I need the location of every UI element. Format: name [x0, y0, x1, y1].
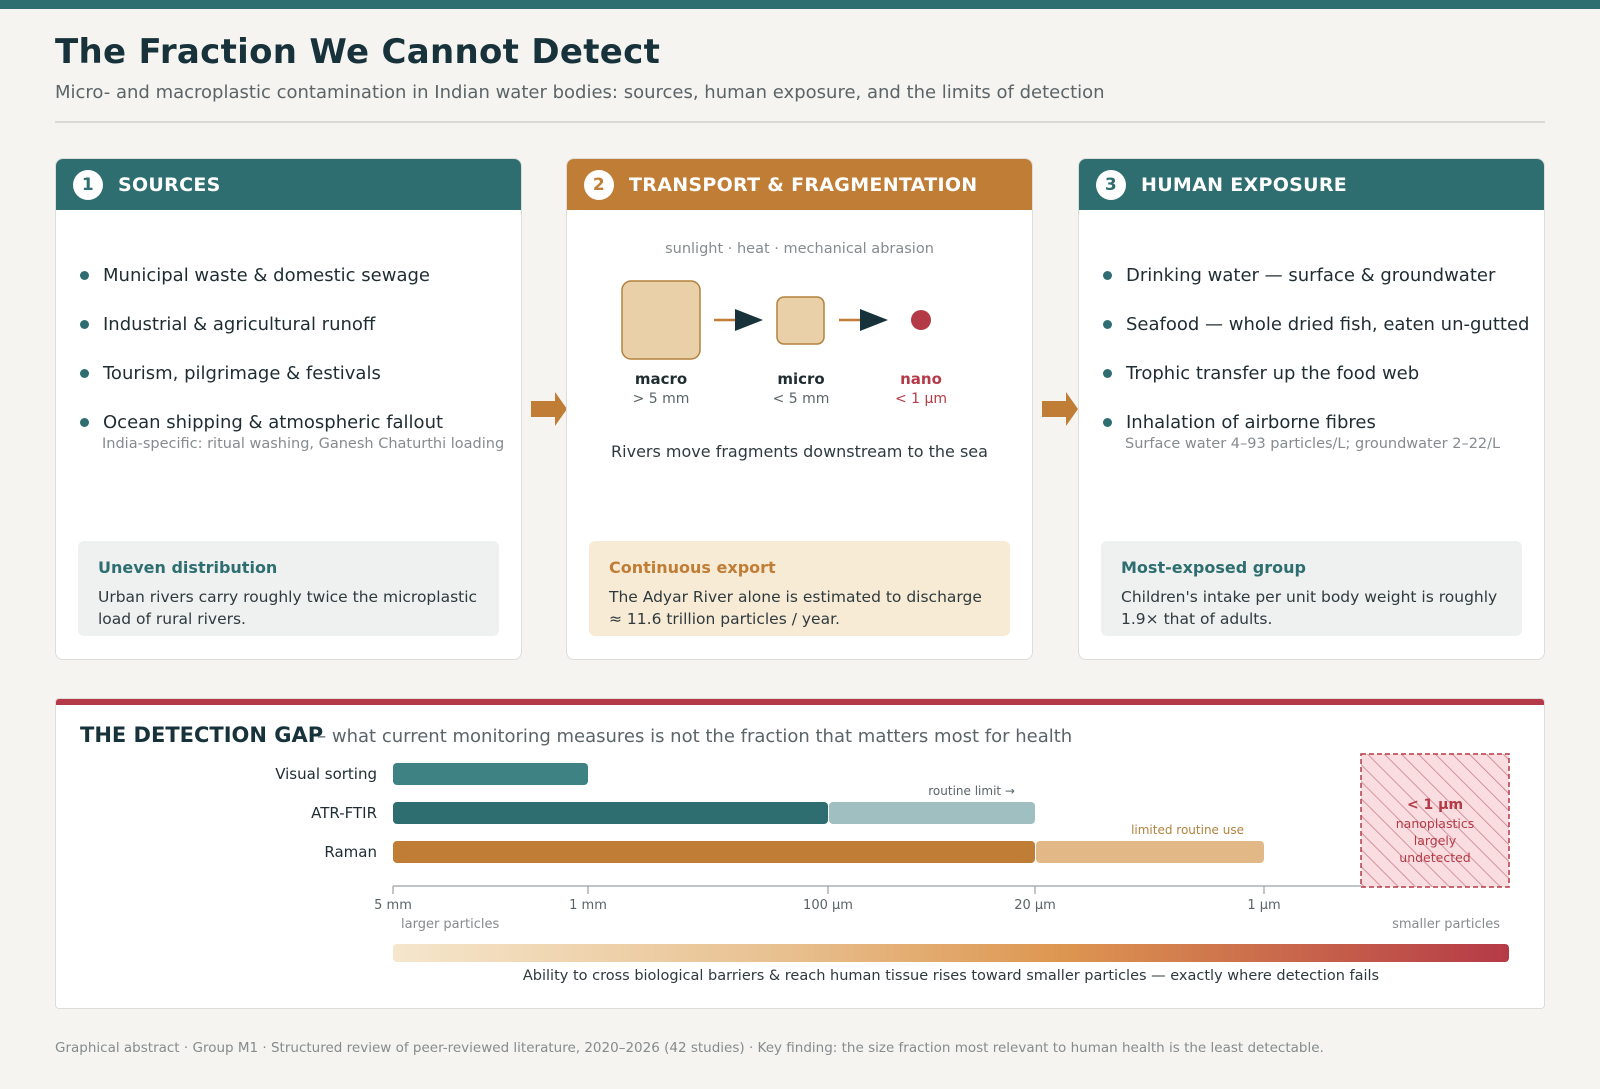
step-number-1: 1 — [73, 169, 103, 200]
extended-range-bar — [829, 802, 1035, 824]
sources-callout: Uneven distribution Urban rivers carry r… — [78, 541, 499, 636]
sources-note: India-specific: ritual washing, Ganesh C… — [102, 436, 505, 452]
bullet-icon — [80, 369, 89, 378]
bullet-icon — [1103, 369, 1112, 378]
gradient-caption: Ability to cross biological barriers & r… — [523, 968, 1379, 984]
nano-particle-icon — [911, 310, 931, 330]
method-label: Raman — [324, 843, 377, 861]
nano-label: nano < 1 µm — [894, 370, 948, 407]
smaller-particles-label: smaller particles — [1392, 917, 1500, 932]
callout-title: Uneven distribution — [98, 558, 278, 577]
axis-tick-label: 20 µm — [1014, 898, 1056, 913]
nano-zone-line3: largely — [1414, 833, 1457, 848]
header-divider — [55, 121, 1545, 123]
list-item: Inhalation of airborne fibres — [1103, 398, 1529, 447]
exposure-card: 3 HUMAN EXPOSURE Drinking water — surfac… — [1078, 158, 1545, 660]
callout-text: Urban rivers carry roughly twice the mic… — [98, 588, 478, 628]
axis-tick-label: 1 mm — [569, 898, 607, 913]
list-item: Ocean shipping & atmospheric fallout — [80, 398, 443, 447]
list-item: Seafood — whole dried fish, eaten un-gut… — [1103, 300, 1529, 349]
list-item: Drinking water — surface & groundwater — [1103, 251, 1529, 300]
bullet-icon — [80, 320, 89, 329]
macro-label: macro > 5 mm — [632, 370, 690, 407]
exposure-list: Drinking water — surface & groundwater S… — [1103, 251, 1529, 447]
fragmentation-drivers: sunlight · heat · mechanical abrasion — [665, 241, 934, 257]
routine-range-bar — [393, 841, 1035, 863]
extended-range-label: routine limit → — [928, 784, 1015, 798]
extended-range-label: limited routine use — [1131, 823, 1244, 837]
page-title: The Fraction We Cannot Detect — [55, 32, 661, 72]
detection-gap-subtitle: – what current monitoring measures is no… — [317, 726, 1073, 747]
step-number-3: 3 — [1096, 169, 1126, 200]
axis-tick-label: 100 µm — [803, 898, 853, 913]
list-item: Municipal waste & domestic sewage — [80, 251, 443, 300]
step-number-2: 2 — [584, 169, 614, 200]
nano-zone-line1: < 1 µm — [1407, 797, 1463, 813]
method-label: Visual sorting — [275, 765, 377, 783]
flow-arrow-icon — [1042, 392, 1078, 426]
bullet-icon — [80, 418, 89, 427]
transport-card-header: 2 TRANSPORT & FRAGMENTATION — [567, 159, 1032, 210]
detection-gap-panel: THE DETECTION GAP– what current monitori… — [55, 698, 1545, 1009]
axis-tick-label: 5 mm — [374, 898, 412, 913]
exposure-card-title: HUMAN EXPOSURE — [1141, 173, 1348, 196]
exposure-card-header: 3 HUMAN EXPOSURE — [1079, 159, 1544, 210]
macro-particle-icon — [621, 280, 701, 360]
list-item: Industrial & agricultural runoff — [80, 300, 443, 349]
sources-list: Municipal waste & domestic sewage Indust… — [80, 251, 443, 447]
page-subtitle: Micro- and macroplastic contamination in… — [55, 82, 1105, 103]
detection-gap-accent — [56, 699, 1544, 705]
transport-card: 2 TRANSPORT & FRAGMENTATION sunlight · h… — [566, 158, 1033, 660]
nano-zone-line2: nanoplastics — [1396, 816, 1475, 831]
nano-zone-hatch — [1360, 753, 1510, 888]
sources-card-header: 1 SOURCES — [56, 159, 521, 210]
micro-particle-icon — [776, 296, 825, 345]
arrow-right-icon — [735, 309, 763, 331]
transport-callout: Continuous export The Adyar River alone … — [589, 541, 1010, 636]
fragmentation-diagram — [621, 280, 931, 360]
footer-note: Graphical abstract · Group M1 · Structur… — [55, 1040, 1324, 1056]
callout-title: Continuous export — [609, 558, 776, 577]
extended-range-bar — [1036, 841, 1264, 863]
bullet-icon — [1103, 271, 1112, 280]
bullet-icon — [1103, 418, 1112, 427]
nano-zone-line4: undetected — [1399, 850, 1470, 865]
barrier-gradient-bar — [393, 944, 1509, 962]
callout-title: Most-exposed group — [1121, 558, 1306, 577]
larger-particles-label: larger particles — [401, 917, 499, 932]
sources-card: 1 SOURCES Municipal waste & domestic sew… — [55, 158, 522, 660]
detection-gap-title: THE DETECTION GAP– what current monitori… — [80, 723, 1073, 747]
exposure-note: Surface water 4–93 particles/L; groundwa… — [1125, 436, 1501, 452]
flow-arrow-icon — [531, 392, 567, 426]
routine-range-bar — [393, 802, 828, 824]
detection-range-chart: Visual sorting ATR-FTIR Raman routine limi… — [275, 753, 1510, 984]
bullet-icon — [1103, 320, 1112, 329]
sources-card-title: SOURCES — [118, 173, 221, 196]
rivers-text: Rivers move fragments downstream to the … — [611, 442, 988, 461]
callout-text: The Adyar River alone is estimated to di… — [609, 588, 982, 628]
callout-text: Children's intake per unit body weight i… — [1121, 588, 1498, 628]
routine-range-bar — [393, 763, 588, 785]
list-item: Trophic transfer up the food web — [1103, 349, 1529, 398]
arrow-right-icon — [860, 309, 888, 331]
list-item: Tourism, pilgrimage & festivals — [80, 349, 443, 398]
top-accent-bar — [0, 0, 1600, 9]
exposure-callout: Most-exposed group Children's intake per… — [1101, 541, 1522, 636]
axis-tick-label: 1 µm — [1247, 898, 1280, 913]
micro-label: micro < 5 mm — [772, 370, 830, 407]
bullet-icon — [80, 271, 89, 280]
transport-card-title: TRANSPORT & FRAGMENTATION — [629, 173, 978, 196]
method-label: ATR-FTIR — [311, 804, 377, 822]
